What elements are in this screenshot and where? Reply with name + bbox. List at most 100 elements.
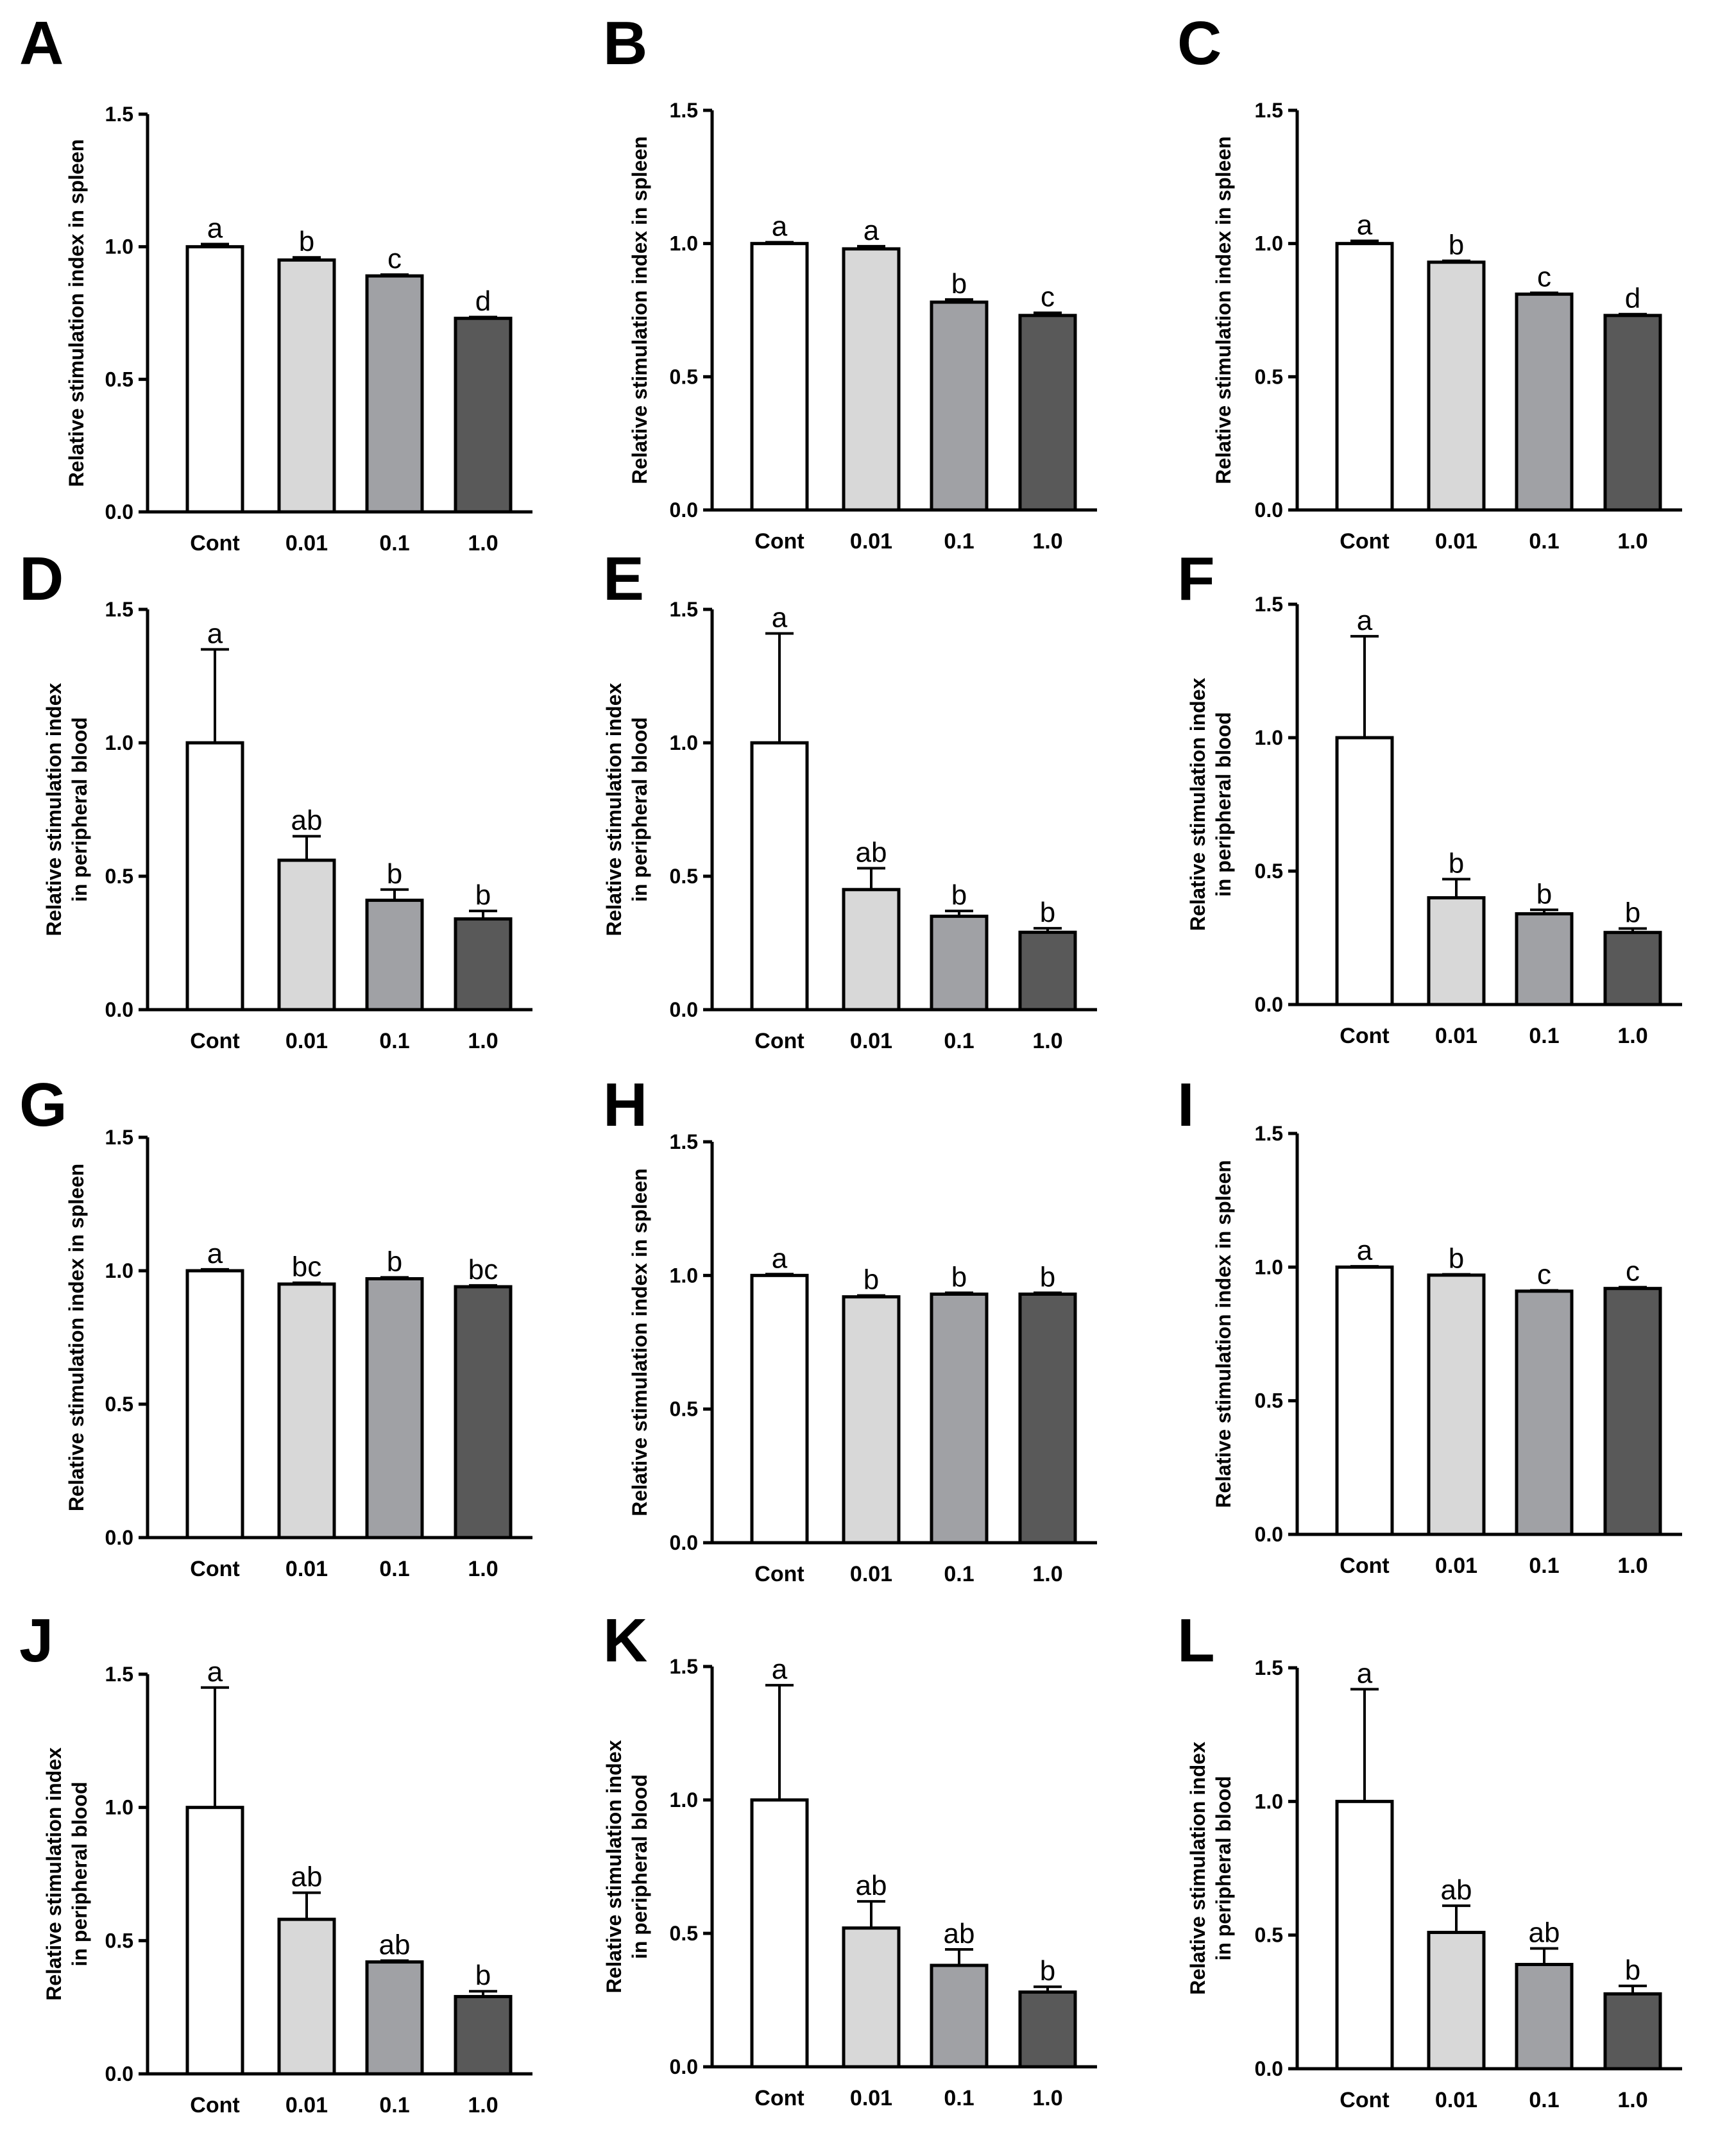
y-axis-label: Relative stimulation index in peripheral … xyxy=(602,1740,651,1993)
category-label: 0.01 xyxy=(285,1557,328,1581)
bar-0.1 xyxy=(930,300,989,512)
category-label: Cont xyxy=(1340,2088,1389,2112)
bar-0.01 xyxy=(277,858,336,1012)
y-tick-label: 0.0 xyxy=(1255,1523,1283,1546)
error-bar xyxy=(945,298,973,303)
significance-label: a xyxy=(1357,1658,1373,1689)
category-label: 0.1 xyxy=(1529,1024,1559,1048)
error-bar xyxy=(945,1947,973,1965)
error-bar xyxy=(201,1686,229,1808)
category-label: 1.0 xyxy=(1617,1024,1647,1048)
y-tick-label: 0.0 xyxy=(105,998,133,1021)
error-bar xyxy=(293,835,321,861)
category-label: 0.1 xyxy=(944,2086,974,2110)
y-tick-label: 1.5 xyxy=(1255,1122,1283,1145)
bar-Cont xyxy=(1335,1265,1394,1536)
significance-label: b xyxy=(951,879,967,911)
bar-1.0 xyxy=(454,316,513,514)
panel-letter: C xyxy=(1177,9,1221,78)
error-bar xyxy=(1034,1291,1062,1294)
y-tick-label: 0.5 xyxy=(1255,1924,1283,1947)
y-tick-label: 0.0 xyxy=(105,1526,133,1549)
bar-Cont xyxy=(185,741,244,1012)
significance-label: ab xyxy=(291,805,323,836)
y-tick-label: 0.0 xyxy=(1255,498,1283,522)
error-bar xyxy=(380,1959,409,1962)
y-tick-label: 0.0 xyxy=(670,498,698,522)
error-bar xyxy=(469,910,497,919)
error-bar xyxy=(469,1990,497,1997)
category-label: Cont xyxy=(190,1557,239,1581)
category-label: Cont xyxy=(754,1562,804,1586)
bar-1.0 xyxy=(454,1285,513,1540)
category-label: 1.0 xyxy=(1617,529,1647,554)
significance-label: a xyxy=(772,602,788,633)
significance-label: b xyxy=(475,879,491,911)
significance-label: a xyxy=(772,1654,788,1685)
significance-label: b xyxy=(951,1261,967,1293)
y-tick-label: 0.5 xyxy=(1255,860,1283,883)
bar-0.1 xyxy=(930,1293,989,1545)
bar-Cont xyxy=(185,1806,244,2076)
error-bar xyxy=(1442,1904,1470,1933)
error-bar xyxy=(293,1891,321,1920)
y-tick-label: 1.0 xyxy=(1255,232,1283,255)
bar-1.0 xyxy=(1603,1287,1662,1536)
significance-label: ab xyxy=(856,1870,887,1901)
y-tick-label: 1.0 xyxy=(1255,726,1283,749)
bar-0.01 xyxy=(842,1926,901,2069)
y-tick-label: 1.5 xyxy=(670,99,698,122)
panel-I: Ia Cont b 0.01 c 0.1 c 1.0 0.0 0.5 1.0 1.5 Relative … xyxy=(1177,1071,1682,1578)
y-tick-label: 0.0 xyxy=(105,2062,133,2085)
y-tick-label: 1.5 xyxy=(670,1655,698,1678)
category-label: Cont xyxy=(190,531,239,556)
error-bar xyxy=(857,867,885,890)
significance-label: b xyxy=(951,268,967,300)
bar-0.1 xyxy=(365,1960,424,2076)
error-bar xyxy=(1530,908,1558,914)
significance-label: b xyxy=(1625,1955,1640,1986)
significance-label: b xyxy=(1536,878,1552,910)
y-tick-label: 1.5 xyxy=(1255,1656,1283,1679)
significance-label: bc xyxy=(292,1251,321,1283)
error-bar xyxy=(293,256,321,260)
bar-0.1 xyxy=(930,914,989,1012)
bar-0.1 xyxy=(930,1964,989,2069)
significance-label: a xyxy=(864,215,880,246)
y-tick-label: 1.5 xyxy=(670,1130,698,1153)
y-tick-label: 0.5 xyxy=(105,368,133,391)
significance-label: d xyxy=(475,285,491,317)
bar-0.1 xyxy=(1515,293,1574,512)
category-label: 1.0 xyxy=(1032,1029,1062,1053)
y-axis-label: Relative stimulation index in spleen xyxy=(628,1168,651,1516)
error-bar xyxy=(1350,239,1379,244)
error-bar xyxy=(1619,312,1647,316)
bar-0.1 xyxy=(1515,1289,1574,1536)
error-bar xyxy=(1530,291,1558,294)
y-tick-label: 1.5 xyxy=(1255,99,1283,122)
panel-letter: F xyxy=(1177,545,1215,613)
significance-label: b xyxy=(1040,1955,1055,1987)
panel-E: Ea Cont ab 0.01 b 0.1 b 1.0 0.0 0.5 1.0 1.5 Relative… xyxy=(602,545,1097,1053)
category-label: 0.1 xyxy=(1529,1554,1559,1578)
bar-0.1 xyxy=(365,274,424,514)
bar-0.01 xyxy=(842,1295,901,1545)
significance-label: b xyxy=(1040,897,1055,928)
bar-0.01 xyxy=(1427,1273,1486,1536)
bar-0.01 xyxy=(277,1917,336,2076)
significance-label: d xyxy=(1625,283,1640,314)
category-label: Cont xyxy=(190,2093,239,2117)
bar-1.0 xyxy=(454,1995,513,2076)
error-bar xyxy=(857,1294,885,1297)
y-tick-label: 0.0 xyxy=(1255,2057,1283,2080)
category-label: 0.01 xyxy=(1435,1024,1477,1048)
y-axis-label: Relative stimulation index in spleen xyxy=(1212,1160,1235,1507)
bar-Cont xyxy=(1335,736,1394,1006)
category-label: 0.01 xyxy=(1435,529,1477,554)
y-tick-label: 1.0 xyxy=(105,1259,133,1282)
y-axis-label: Relative stimulation index in peripheral … xyxy=(1186,677,1235,931)
bar-0.1 xyxy=(365,1277,424,1540)
panel-D: Da Cont ab 0.01 b 0.1 b 1.0 0.0 0.5 1.0 1.5 Relative… xyxy=(19,545,532,1053)
significance-label: ab xyxy=(1441,1874,1472,1906)
y-tick-label: 0.0 xyxy=(105,500,133,523)
